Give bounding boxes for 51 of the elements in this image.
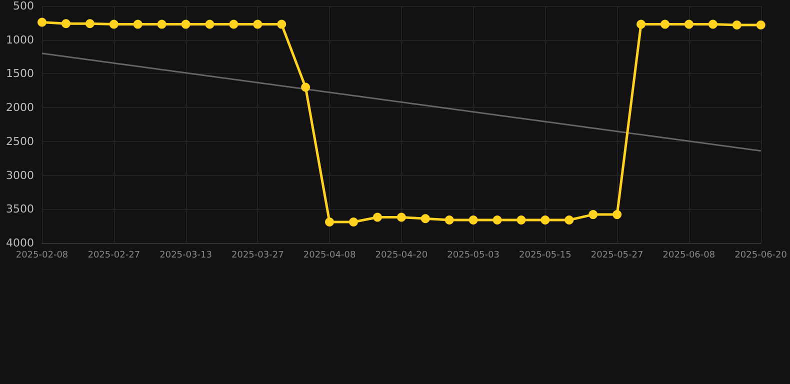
- point: [444, 215, 454, 224]
- point: [301, 82, 310, 92]
- point: [756, 20, 766, 30]
- point: [540, 215, 550, 224]
- x-tick-label: 2025-03-13: [160, 250, 212, 260]
- y-tick-label: 1500: [6, 67, 34, 80]
- y-tick-label: 500: [13, 0, 34, 12]
- x-tick-label: 2025-05-15: [519, 250, 572, 260]
- point: [468, 215, 478, 224]
- point: [708, 20, 718, 29]
- point: [61, 19, 70, 28]
- x-tick-label: 2025-02-27: [88, 250, 140, 260]
- point: [612, 210, 622, 220]
- y-tick-label: 2000: [6, 101, 34, 114]
- point: [492, 215, 502, 224]
- point: [684, 20, 694, 29]
- y-tick-label: 3500: [6, 202, 34, 216]
- point: [38, 18, 46, 27]
- x-tick-label: 2025-06-20: [734, 250, 788, 260]
- y-tick-label: 4000: [6, 236, 34, 250]
- point: [109, 20, 118, 29]
- point: [372, 212, 382, 222]
- point: [349, 218, 358, 227]
- y-tick-label: 1000: [6, 33, 34, 46]
- line-series: [41, 52, 762, 152]
- point: [157, 20, 166, 29]
- point: [660, 20, 670, 29]
- point: [133, 20, 142, 29]
- point: [420, 214, 430, 224]
- x-tick-label: 2025-06-08: [662, 250, 716, 260]
- point: [588, 210, 598, 220]
- point: [85, 19, 94, 28]
- point: [732, 20, 742, 30]
- point: [277, 20, 286, 29]
- y-tick-label: 2500: [6, 134, 34, 148]
- point: [229, 20, 238, 29]
- y-tick-label: 3000: [6, 168, 34, 182]
- x-tick-label: 2025-05-27: [590, 250, 644, 260]
- x-tick-label: 2025-03-27: [232, 250, 284, 260]
- point: [396, 212, 406, 222]
- point: [564, 215, 574, 224]
- point: [325, 218, 334, 227]
- point: [516, 215, 526, 224]
- x-tick-label: 2025-02-08: [16, 250, 68, 260]
- point: [636, 20, 646, 29]
- x-tick-label: 2025-05-03: [447, 250, 500, 260]
- x-tick-label: 2025-04-20: [375, 250, 428, 260]
- point: [253, 20, 262, 29]
- point: [205, 20, 214, 29]
- point: [181, 20, 190, 29]
- x-tick-label: 2025-04-08: [303, 250, 356, 260]
